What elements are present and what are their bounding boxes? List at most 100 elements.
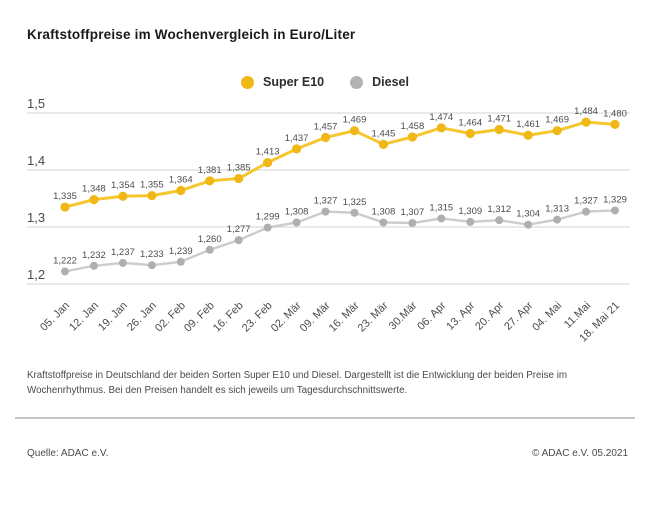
data-point-super-e10: [89, 195, 99, 205]
data-point-label-super-e10: 1,437: [285, 133, 309, 144]
data-point-super-e10: [523, 130, 533, 140]
y-tick-label: 1,3: [27, 210, 45, 225]
data-point-super-e10: [147, 191, 157, 201]
data-point-super-e10: [118, 191, 128, 201]
data-point-label-diesel: 1,327: [574, 196, 598, 207]
x-tick-label: 23. Mär: [356, 299, 391, 334]
data-point-label-super-e10: 1,469: [343, 115, 367, 126]
data-point-super-e10: [176, 185, 186, 196]
data-point-diesel: [205, 245, 214, 254]
legend-label-super-e10: Super E10: [263, 75, 325, 89]
data-point-label-diesel: 1,327: [314, 196, 338, 207]
data-point-diesel: [147, 261, 156, 270]
data-point-super-e10: [407, 132, 417, 142]
data-point-diesel: [321, 207, 330, 216]
data-point-label-super-e10: 1,458: [400, 121, 424, 132]
data-point-super-e10: [263, 157, 273, 168]
data-point-label-diesel: 1,307: [400, 207, 424, 218]
data-point-diesel: [408, 219, 417, 228]
data-point-label-diesel: 1,233: [140, 249, 164, 260]
diesel-dot-icon: [350, 75, 364, 89]
data-point-label-super-e10: 1,355: [140, 180, 164, 191]
data-point-diesel: [89, 261, 98, 270]
data-point-super-e10: [610, 119, 620, 129]
data-point-diesel: [176, 257, 185, 266]
data-point-diesel: [61, 267, 69, 276]
chart-description: Kraftstoffpreise in Deutschland der beid…: [27, 370, 568, 396]
data-point-super-e10: [494, 124, 504, 135]
data-point-label-diesel: 1,304: [516, 209, 540, 220]
x-tick-label: 30.Mär: [387, 299, 420, 332]
data-point-label-super-e10: 1,348: [82, 184, 106, 195]
x-tick-label: 02. Mär: [269, 299, 304, 334]
x-tick-label: 09. Feb: [182, 300, 217, 335]
data-point-label-super-e10: 1,474: [429, 112, 453, 123]
data-point-label-super-e10: 1,413: [256, 147, 280, 158]
data-point-diesel: [379, 218, 388, 227]
data-point-label-diesel: 1,309: [458, 206, 482, 217]
data-point-label-diesel: 1,308: [285, 206, 309, 217]
data-point-super-e10: [581, 117, 591, 127]
footer-divider: [15, 417, 635, 419]
data-point-label-diesel: 1,325: [343, 197, 367, 208]
x-tick-label: 19. Jan: [96, 300, 130, 334]
data-point-label-super-e10: 1,471: [487, 114, 511, 125]
x-tick-label: 16. Mär: [327, 299, 362, 334]
data-point-diesel: [495, 216, 504, 225]
series-line-super-e10: [63, 120, 617, 209]
data-point-label-diesel: 1,237: [111, 247, 135, 258]
copyright-text: © ADAC e.V. 05.2021: [532, 448, 628, 459]
data-point-label-super-e10: 1,381: [198, 165, 222, 176]
source-text: Quelle: ADAC e.V.: [27, 448, 109, 459]
data-point-label-diesel: 1,277: [227, 224, 251, 235]
series-line-diesel: [63, 209, 617, 273]
x-tick-label: 26. Jan: [125, 300, 159, 334]
legend-item-diesel: Diesel: [350, 75, 409, 89]
x-tick-label: 13. Apr: [444, 299, 477, 332]
chart-legend: Super E10 Diesel: [0, 75, 650, 89]
data-point-super-e10: [60, 202, 70, 212]
x-tick-label: 06. Apr: [415, 299, 448, 332]
data-point-label-diesel: 1,313: [545, 204, 569, 215]
data-point-super-e10: [291, 144, 302, 154]
data-point-label-diesel: 1,312: [487, 204, 511, 215]
data-point-label-super-e10: 1,354: [111, 180, 135, 191]
data-point-super-e10: [552, 126, 562, 136]
data-point-super-e10: [349, 126, 360, 136]
y-tick-label: 1,2: [27, 267, 45, 282]
data-point-label-super-e10: 1,335: [53, 191, 77, 202]
data-point-diesel: [350, 208, 359, 217]
data-point-super-e10: [320, 132, 331, 143]
x-tick-label: 16. Feb: [211, 300, 246, 335]
data-point-super-e10: [234, 173, 244, 184]
data-point-diesel: [292, 218, 301, 227]
data-point-diesel: [234, 236, 243, 245]
x-tick-label: 12. Jan: [67, 300, 101, 334]
data-point-label-super-e10: 1,480: [603, 108, 627, 119]
y-tick-label: 1,5: [27, 96, 45, 111]
legend-item-super-e10: Super E10: [241, 75, 324, 89]
data-point-diesel: [263, 223, 272, 232]
data-point-label-super-e10: 1,469: [545, 115, 569, 126]
data-point-label-diesel: 1,232: [82, 250, 106, 261]
data-point-label-super-e10: 1,464: [458, 118, 482, 129]
data-point-label-diesel: 1,239: [169, 246, 193, 257]
x-tick-label: 20. Apr: [473, 299, 506, 332]
x-tick-label: 27. Apr: [502, 299, 535, 332]
x-tick-label: 02. Feb: [153, 300, 188, 335]
super-e10-dot-icon: [241, 75, 254, 89]
x-tick-label: 09. Mär: [298, 299, 333, 334]
data-point-label-super-e10: 1,461: [516, 119, 540, 130]
data-point-label-diesel: 1,329: [603, 194, 627, 205]
y-tick-label: 1,4: [27, 153, 45, 168]
data-point-label-diesel: 1,315: [429, 202, 453, 213]
page-title: Kraftstoffpreise im Wochenvergleich in E…: [27, 27, 356, 42]
x-tick-label: 04. Mai: [530, 300, 564, 334]
data-point-diesel: [611, 206, 619, 215]
legend-label-diesel: Diesel: [372, 75, 409, 89]
data-point-super-e10: [465, 128, 475, 139]
x-tick-label: 23. Feb: [240, 300, 275, 335]
data-point-diesel: [118, 258, 127, 267]
data-point-label-diesel: 1,260: [198, 234, 222, 245]
data-point-label-diesel: 1,299: [256, 212, 280, 223]
